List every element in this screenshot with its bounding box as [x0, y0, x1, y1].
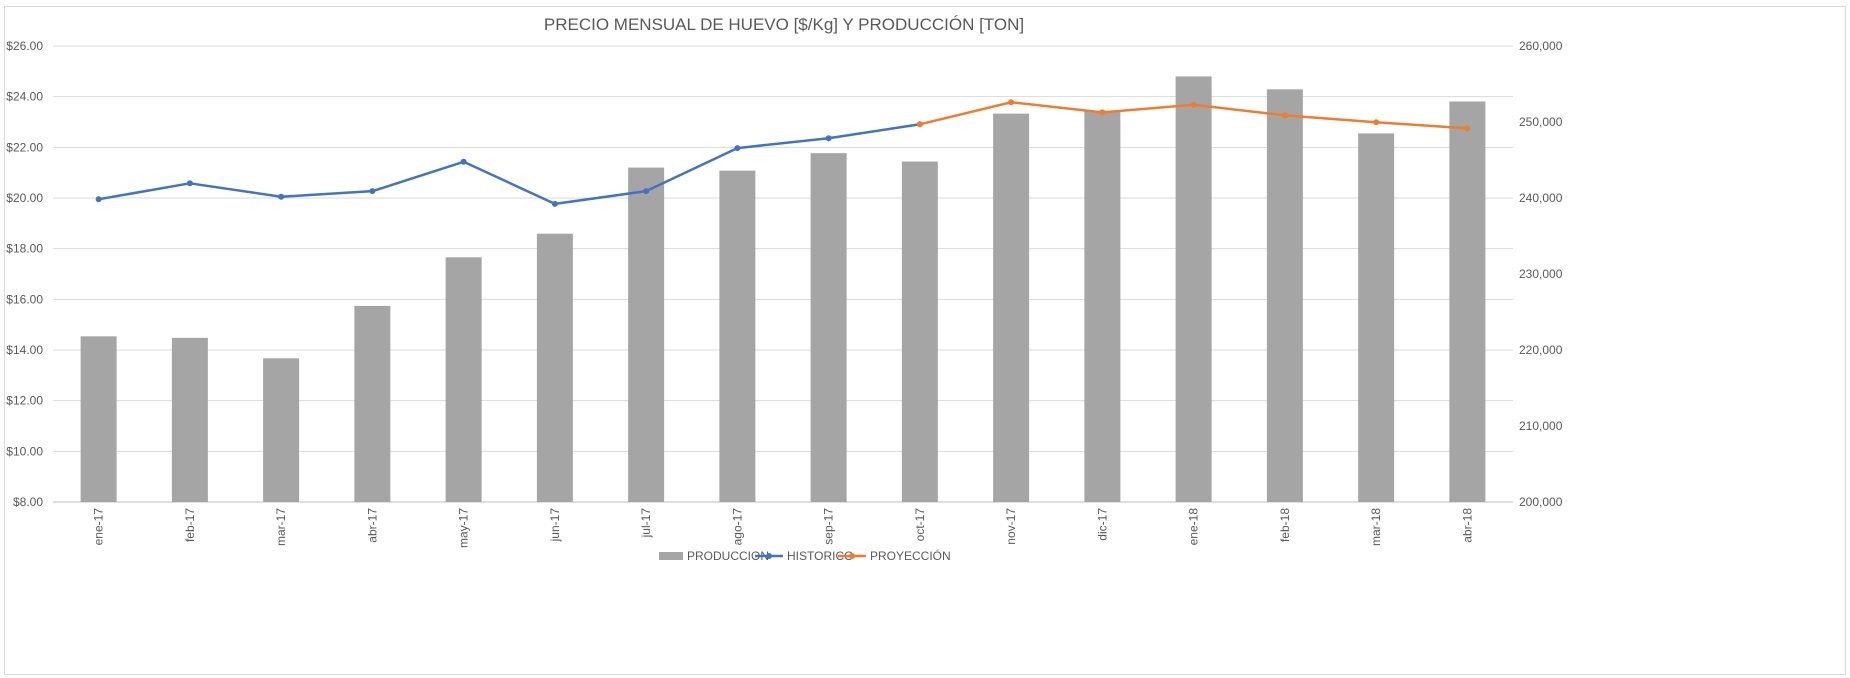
bar-mar-18 — [1358, 133, 1395, 502]
left-tick-label: $8.00 — [13, 495, 43, 509]
bar-feb-17 — [171, 337, 208, 502]
left-tick-label: $16.00 — [6, 292, 43, 306]
bar-nov-17 — [993, 113, 1030, 502]
bar-sep-17 — [810, 153, 847, 502]
legend-swatch-produccion — [659, 552, 683, 560]
bar-mar-17 — [263, 358, 300, 502]
x-tick-label: oct-17 — [913, 508, 927, 542]
legend-label-proyeccion: PROYECCIÓN — [870, 548, 951, 563]
right-tick-label: 260,000 — [1519, 39, 1563, 53]
right-tick-label: 210,000 — [1519, 419, 1563, 433]
left-tick-label: $20.00 — [6, 191, 43, 205]
x-tick-label: feb-17 — [183, 508, 197, 542]
chart-frame: PRECIO MENSUAL DE HUEVO [$/Kg] Y PRODUCC… — [4, 6, 1846, 675]
x-tick-label: nov-17 — [1004, 508, 1018, 545]
left-tick-label: $14.00 — [6, 343, 43, 357]
x-tick-label: mar-17 — [274, 508, 288, 546]
right-tick-label: 230,000 — [1519, 267, 1563, 281]
right-tick-label: 200,000 — [1519, 495, 1563, 509]
legend-marker-historico — [766, 553, 772, 559]
bar-jun-17 — [536, 233, 573, 502]
point-historico — [95, 196, 102, 203]
point-proyección — [1190, 101, 1197, 108]
left-tick-label: $24.00 — [6, 90, 43, 104]
point-proyección — [1008, 99, 1015, 106]
point-proyección — [1373, 119, 1380, 126]
x-tick-label: jun-17 — [548, 508, 562, 543]
x-tick-label: mar-18 — [1369, 508, 1383, 546]
bar-ene-17 — [80, 336, 117, 502]
bar-oct-17 — [901, 161, 938, 502]
left-tick-label: $10.00 — [6, 444, 43, 458]
point-proyección — [1464, 125, 1471, 132]
x-tick-label: dic-17 — [1095, 508, 1109, 541]
x-tick-label: ene-17 — [92, 508, 106, 546]
point-historico — [278, 193, 285, 200]
point-historico — [551, 200, 558, 207]
legend-label-produccion: PRODUCCION — [687, 549, 769, 563]
legend-label-historico: HISTORICO — [787, 549, 853, 563]
point-historico — [460, 158, 467, 165]
bar-layer — [80, 76, 1486, 503]
right-tick-label: 240,000 — [1519, 191, 1563, 205]
point-historico — [825, 135, 832, 142]
bar-abr-18 — [1449, 101, 1486, 502]
point-proyección — [916, 121, 923, 128]
point-proyección — [1281, 112, 1288, 119]
right-axis: 200,000 210,000 220,000 230,000 240,000 250,0… — [1519, 39, 1563, 509]
bar-jul-17 — [628, 167, 665, 502]
left-tick-label: $18.00 — [6, 242, 43, 256]
chart-title: PRECIO MENSUAL DE HUEVO [$/Kg] Y PRODUCC… — [544, 15, 1024, 34]
x-tick-label: feb-18 — [1278, 508, 1292, 542]
chart-svg: PRECIO MENSUAL DE HUEVO [$/Kg] Y PRODUCC… — [6, 15, 1563, 563]
x-tick-label: abr-18 — [1460, 508, 1474, 543]
point-historico — [186, 180, 193, 187]
x-tick-label: ago-17 — [730, 508, 744, 546]
point-proyección — [1099, 109, 1106, 116]
line-historico — [98, 123, 921, 206]
right-tick-label: 250,000 — [1519, 115, 1563, 129]
bar-may-17 — [445, 257, 482, 502]
left-tick-label: $22.00 — [6, 140, 43, 154]
bar-dic-17 — [1084, 110, 1121, 502]
x-axis: ene-17 feb-17 mar-17 abr-17 may-17 jun-17 jul-… — [92, 508, 1475, 548]
x-tick-label: ene-18 — [1187, 508, 1201, 546]
bar-ago-17 — [719, 170, 756, 502]
legend: PRODUCCION HISTORICO PROYECCIÓN — [659, 548, 951, 563]
bar-feb-18 — [1266, 89, 1303, 502]
x-tick-label: jul-17 — [639, 508, 653, 539]
x-tick-label: sep-17 — [822, 508, 836, 545]
x-tick-label: abr-17 — [365, 508, 379, 543]
bar-abr-17 — [354, 305, 391, 502]
left-axis: $8.00 $10.00 $12.00 $14.00 $16.00 $18.00 $20.0… — [6, 39, 43, 509]
bar-ene-18 — [1175, 76, 1212, 503]
point-historico — [369, 188, 376, 195]
point-historico — [734, 145, 741, 152]
left-tick-label: $12.00 — [6, 394, 43, 408]
right-tick-label: 220,000 — [1519, 343, 1563, 357]
legend-marker-proyeccion — [849, 553, 855, 559]
line-layer — [95, 99, 1471, 207]
left-tick-label: $26.00 — [6, 39, 43, 53]
point-historico — [643, 188, 650, 195]
x-tick-label: may-17 — [457, 508, 471, 548]
